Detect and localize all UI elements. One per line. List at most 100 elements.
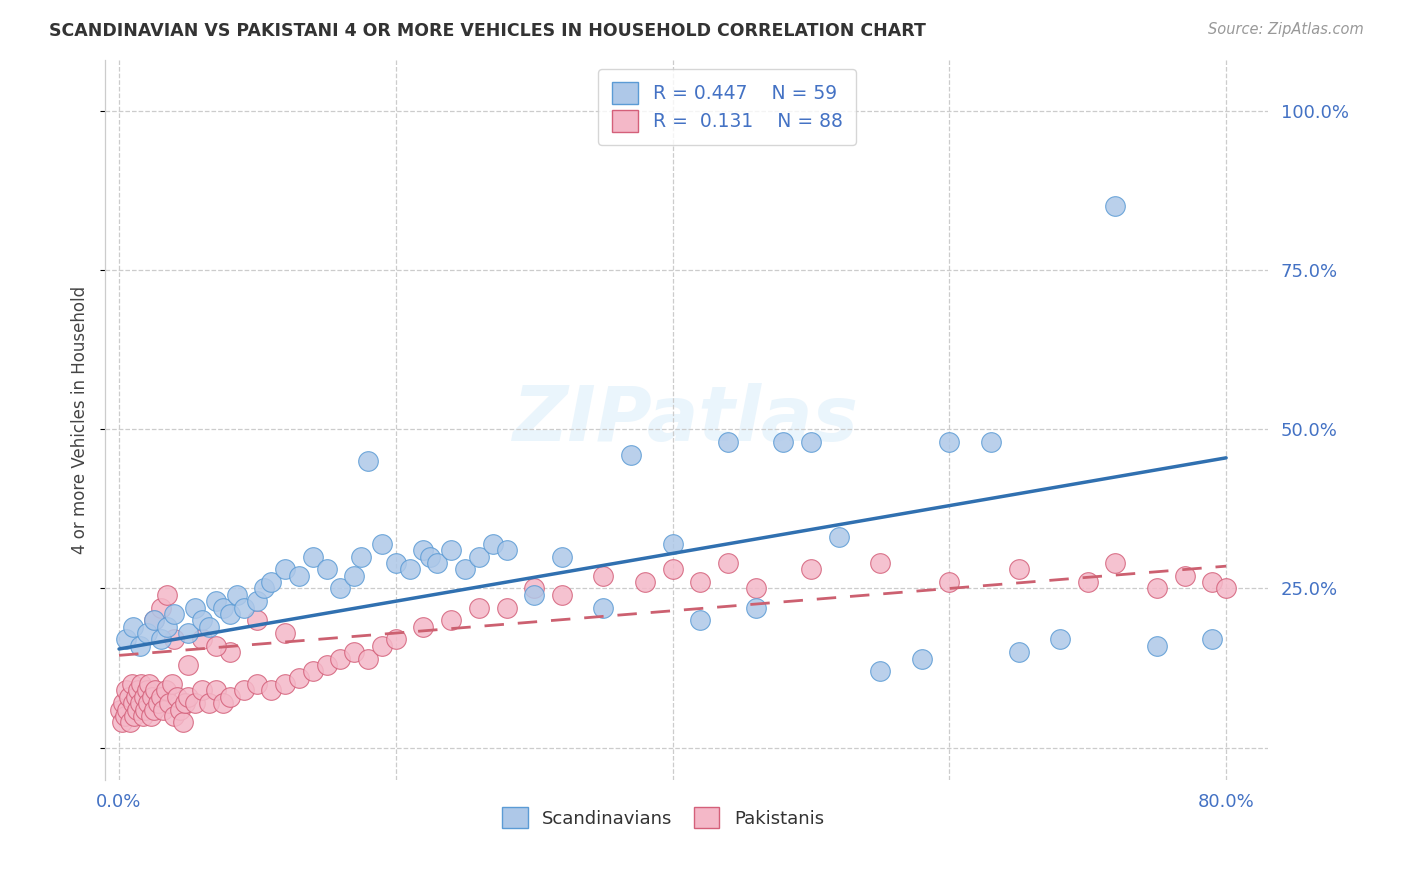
- Point: [938, 434, 960, 449]
- Point: [205, 639, 228, 653]
- Point: [142, 613, 165, 627]
- Point: [184, 600, 207, 615]
- Point: [246, 594, 269, 608]
- Point: [141, 690, 163, 704]
- Point: [454, 562, 477, 576]
- Point: [118, 690, 141, 704]
- Point: [274, 677, 297, 691]
- Point: [385, 556, 408, 570]
- Point: [301, 549, 323, 564]
- Point: [1104, 556, 1126, 570]
- Point: [115, 683, 138, 698]
- Point: [135, 626, 157, 640]
- Point: [112, 696, 135, 710]
- Point: [260, 575, 283, 590]
- Point: [163, 607, 186, 621]
- Point: [177, 690, 200, 704]
- Y-axis label: 4 or more Vehicles in Household: 4 or more Vehicles in Household: [72, 285, 89, 554]
- Point: [172, 715, 194, 730]
- Point: [717, 434, 740, 449]
- Point: [184, 696, 207, 710]
- Point: [156, 620, 179, 634]
- Point: [205, 594, 228, 608]
- Point: [689, 575, 711, 590]
- Text: Source: ZipAtlas.com: Source: ZipAtlas.com: [1208, 22, 1364, 37]
- Point: [122, 696, 145, 710]
- Point: [160, 677, 183, 691]
- Point: [156, 588, 179, 602]
- Point: [620, 448, 643, 462]
- Point: [274, 626, 297, 640]
- Point: [142, 613, 165, 627]
- Point: [1146, 639, 1168, 653]
- Point: [551, 549, 574, 564]
- Legend: Scandinavians, Pakistanis: Scandinavians, Pakistanis: [495, 800, 831, 836]
- Point: [152, 702, 174, 716]
- Point: [120, 715, 142, 730]
- Point: [1146, 582, 1168, 596]
- Point: [412, 620, 434, 634]
- Point: [218, 645, 240, 659]
- Point: [689, 613, 711, 627]
- Point: [1049, 632, 1071, 647]
- Point: [121, 677, 143, 691]
- Point: [128, 639, 150, 653]
- Point: [800, 434, 823, 449]
- Point: [135, 683, 157, 698]
- Point: [634, 575, 657, 590]
- Point: [1007, 645, 1029, 659]
- Point: [827, 531, 849, 545]
- Point: [350, 549, 373, 564]
- Point: [177, 626, 200, 640]
- Point: [419, 549, 441, 564]
- Point: [136, 696, 159, 710]
- Point: [117, 702, 139, 716]
- Point: [911, 651, 934, 665]
- Point: [149, 632, 172, 647]
- Point: [134, 702, 156, 716]
- Point: [329, 651, 352, 665]
- Point: [127, 683, 149, 698]
- Point: [125, 702, 148, 716]
- Point: [329, 582, 352, 596]
- Point: [163, 709, 186, 723]
- Point: [129, 677, 152, 691]
- Point: [357, 651, 380, 665]
- Point: [398, 562, 420, 576]
- Point: [211, 696, 233, 710]
- Point: [371, 537, 394, 551]
- Point: [288, 568, 311, 582]
- Point: [218, 690, 240, 704]
- Point: [869, 556, 891, 570]
- Text: ZIPatlas: ZIPatlas: [513, 383, 859, 457]
- Point: [191, 613, 214, 627]
- Point: [142, 702, 165, 716]
- Point: [149, 690, 172, 704]
- Point: [198, 696, 221, 710]
- Point: [253, 582, 276, 596]
- Point: [122, 709, 145, 723]
- Point: [198, 620, 221, 634]
- Point: [274, 562, 297, 576]
- Point: [110, 702, 132, 716]
- Point: [157, 696, 180, 710]
- Point: [938, 575, 960, 590]
- Point: [1007, 562, 1029, 576]
- Point: [592, 600, 614, 615]
- Point: [124, 690, 146, 704]
- Point: [523, 582, 546, 596]
- Point: [523, 588, 546, 602]
- Point: [468, 600, 491, 615]
- Point: [166, 690, 188, 704]
- Point: [149, 600, 172, 615]
- Point: [115, 632, 138, 647]
- Point: [260, 683, 283, 698]
- Point: [800, 562, 823, 576]
- Point: [661, 537, 683, 551]
- Point: [468, 549, 491, 564]
- Point: [131, 709, 153, 723]
- Point: [218, 607, 240, 621]
- Point: [551, 588, 574, 602]
- Point: [111, 715, 134, 730]
- Point: [1104, 199, 1126, 213]
